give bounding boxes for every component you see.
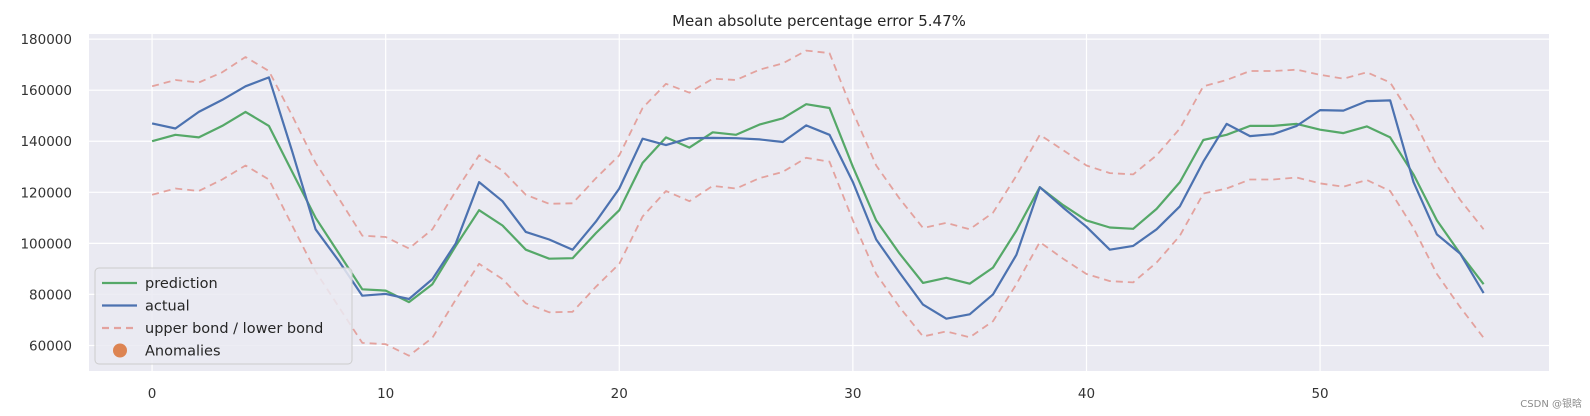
x-tick-label: 50 (1311, 386, 1328, 402)
x-tick-label: 0 (148, 386, 157, 402)
y-tick-label: 160000 (20, 83, 72, 99)
legend-box (94, 267, 353, 365)
y-tick-labels: 60000 80000 100000 120000 140000 160000 180000 (20, 32, 72, 354)
legend: prediction actual upper bond / lower bond A… (94, 267, 353, 365)
x-tick-label: 30 (844, 386, 861, 402)
watermark: CSDN @银晗 (1520, 399, 1582, 410)
chart-title: Mean absolute percentage error 5.47% (672, 12, 966, 30)
legend-label: actual (145, 299, 190, 315)
y-tick-label: 180000 (20, 32, 72, 48)
y-tick-label: 140000 (20, 134, 72, 150)
series-line-upper-bond-lower-bond-2 (151, 49, 1485, 250)
y-tick-label: 100000 (20, 236, 72, 252)
legend-marker-anomalies (113, 343, 127, 358)
series-line-upper-bond-lower-bond-3 (151, 156, 1485, 357)
legend-label: upper bond / lower bond (145, 321, 323, 337)
series-line-prediction (151, 103, 1485, 304)
y-tick-label: 60000 (29, 338, 72, 354)
series-layer (151, 49, 1485, 357)
x-tick-label: 20 (611, 386, 628, 402)
x-tick-label: 10 (377, 386, 394, 402)
series-line-actual (151, 76, 1485, 320)
x-tick-label: 40 (1078, 386, 1095, 402)
y-tick-label: 80000 (29, 287, 72, 303)
legend-label: Anomalies (145, 344, 221, 360)
legend-label: prediction (145, 276, 218, 292)
y-tick-label: 120000 (20, 185, 72, 201)
x-tick-labels: 0 10 20 30 40 50 (148, 386, 1329, 402)
